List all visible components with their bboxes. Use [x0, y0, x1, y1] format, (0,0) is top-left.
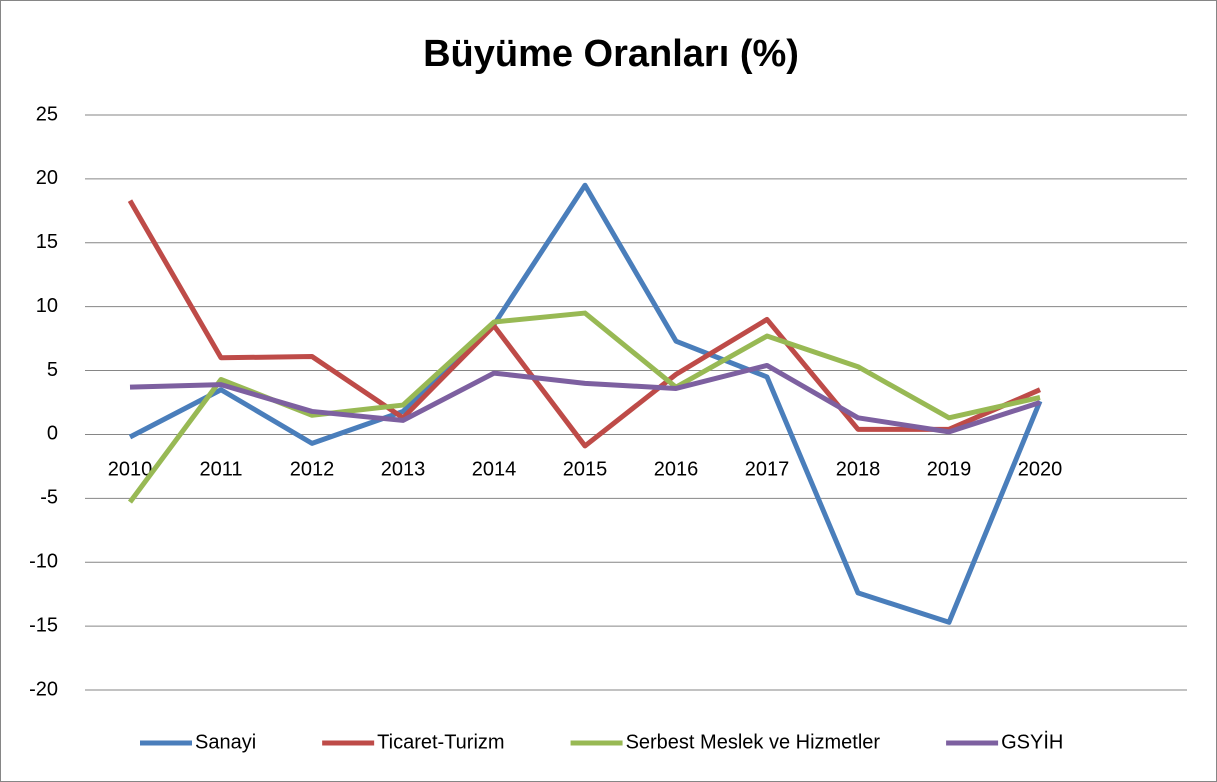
x-tick-label: 2017 — [745, 459, 790, 481]
legend-label: GSYİH — [1001, 730, 1063, 753]
chart-title: Büyüme Oranları (%) — [423, 33, 799, 75]
y-tick-label: -20 — [29, 678, 58, 700]
x-tick-label: 2015 — [563, 459, 608, 481]
series-line — [129, 362, 1041, 435]
series-line — [127, 199, 1041, 449]
y-tick-label: -15 — [29, 614, 58, 636]
x-tick-label: 2016 — [654, 459, 699, 481]
x-tick-label: 2018 — [836, 459, 881, 481]
y-tick-label: -5 — [40, 487, 58, 509]
x-tick-label: 2013 — [381, 459, 426, 481]
y-tick-label: 0 — [47, 423, 58, 445]
y-tick-label: 25 — [36, 103, 58, 125]
legend-label: Serbest Meslek ve Hizmetler — [626, 731, 881, 753]
legend-label: Sanayi — [195, 731, 256, 753]
x-tick-label: 2020 — [1018, 459, 1063, 481]
x-tick-label: 2010 — [108, 459, 153, 481]
y-tick-label: 15 — [36, 231, 58, 253]
y-tick-label: 10 — [36, 295, 58, 317]
x-tick-label: 2012 — [290, 459, 335, 481]
y-tick-label: 20 — [36, 167, 58, 189]
x-tick-label: 2011 — [199, 459, 242, 481]
x-tick-label: 2019 — [927, 459, 972, 481]
series-line — [128, 182, 1043, 625]
y-tick-label: -10 — [29, 551, 58, 573]
x-tick-label: 2014 — [472, 459, 517, 481]
y-tick-label: 5 — [47, 359, 58, 381]
legend-label: Ticaret-Turizm — [377, 731, 504, 753]
